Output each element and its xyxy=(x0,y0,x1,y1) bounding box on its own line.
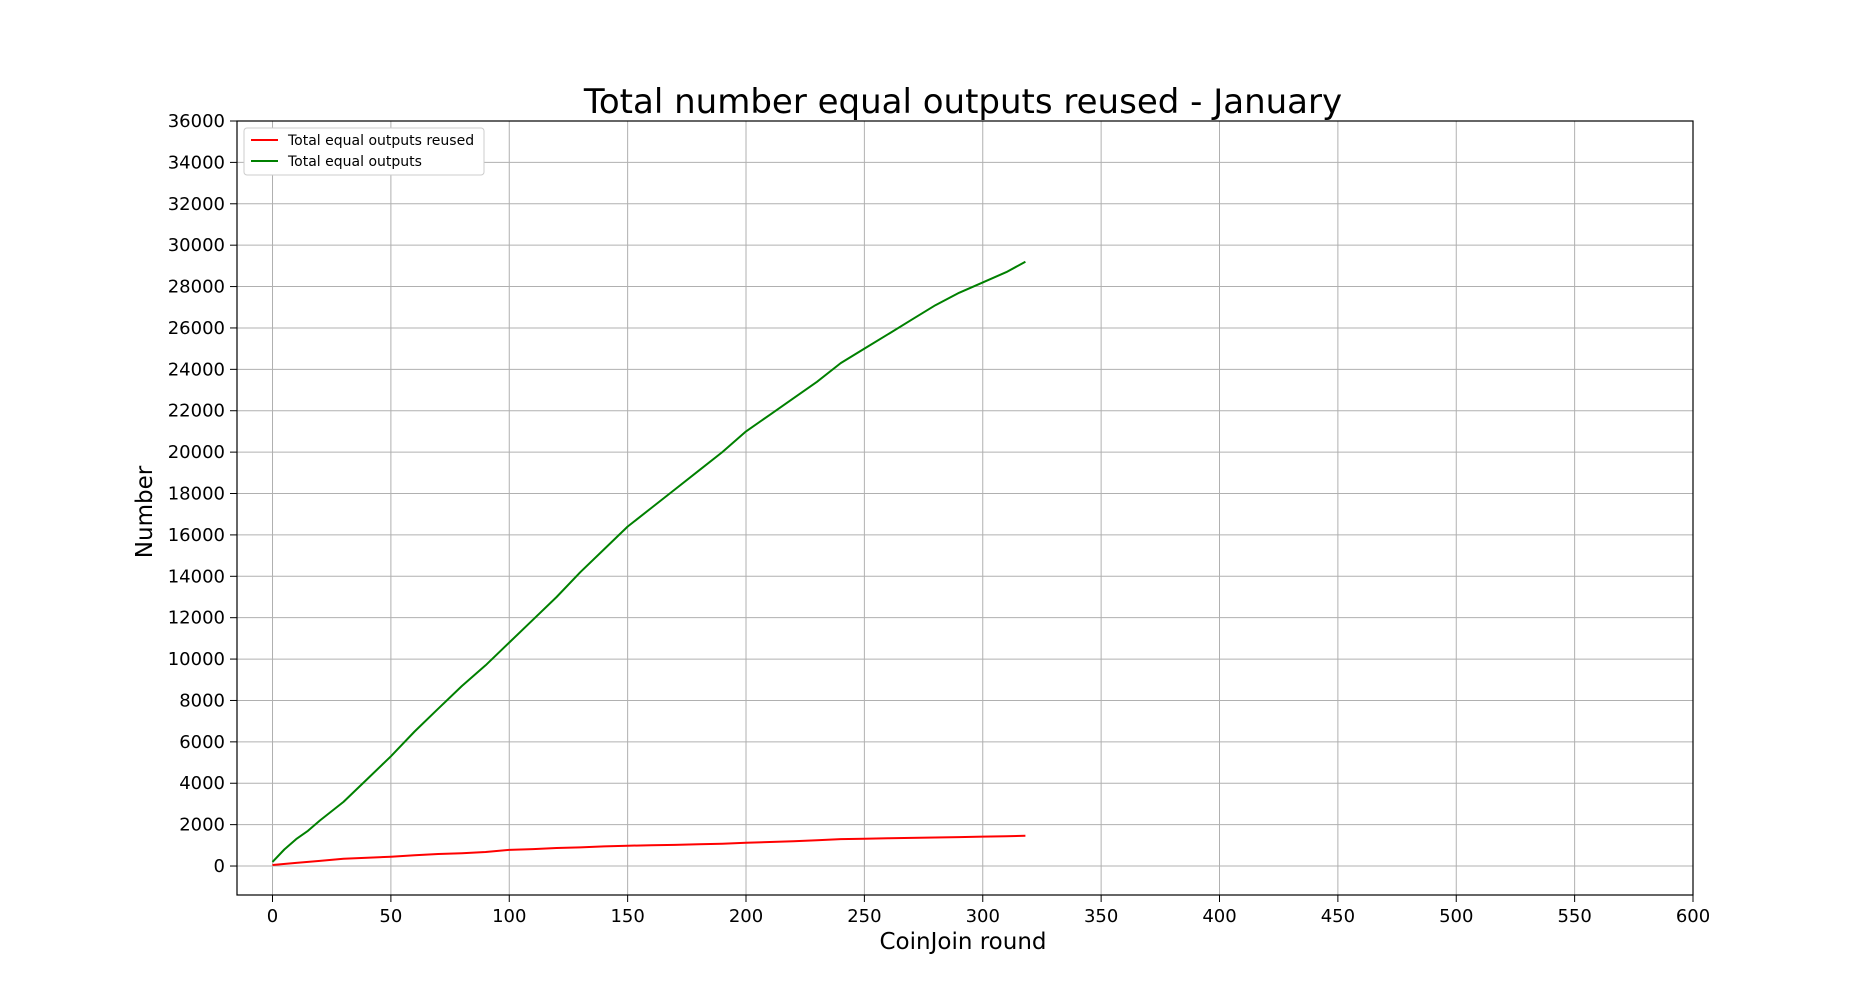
x-tick-label: 200 xyxy=(729,906,763,927)
series-line-0 xyxy=(272,834,1026,866)
x-tick-label: 500 xyxy=(1439,906,1473,927)
y-tick-label: 8000 xyxy=(179,690,225,711)
x-tick-label: 0 xyxy=(267,906,278,927)
y-tick-label: 22000 xyxy=(168,401,225,422)
x-tick-label: 100 xyxy=(492,906,526,927)
plot-frame xyxy=(236,120,1694,896)
x-tick-label: 150 xyxy=(610,906,644,927)
y-axis-ticks: 0 2000 4000 6000 8000 10000 12000 14000 16000 180… xyxy=(168,111,237,877)
x-tick-label: 300 xyxy=(966,906,1000,927)
y-tick-label: 6000 xyxy=(179,732,225,753)
x-axis-ticks: 0 50 100 150 200 250 300 350 400 450 500 550 600 xyxy=(267,895,1710,927)
y-tick-label: 26000 xyxy=(168,318,225,339)
x-tick-label: 450 xyxy=(1321,906,1355,927)
x-tick-label: 400 xyxy=(1202,906,1236,927)
legend-label-reused: Total equal outputs reused xyxy=(287,133,474,149)
x-tick-label: 350 xyxy=(1084,906,1118,927)
y-tick-label: 14000 xyxy=(168,566,225,587)
grid-lines xyxy=(237,120,1694,895)
y-axis-label: Number xyxy=(132,465,158,558)
y-tick-label: 20000 xyxy=(168,442,225,463)
y-tick-label: 0 xyxy=(214,856,225,877)
legend-label-total: Total equal outputs xyxy=(287,154,422,170)
x-tick-label: 250 xyxy=(847,906,881,927)
y-tick-label: 2000 xyxy=(179,815,225,836)
y-tick-label: 16000 xyxy=(168,525,225,546)
y-tick-label: 36000 xyxy=(168,111,225,132)
y-tick-label: 28000 xyxy=(168,277,225,298)
x-tick-label: 600 xyxy=(1676,906,1710,927)
y-tick-label: 34000 xyxy=(168,152,225,173)
y-tick-label: 12000 xyxy=(168,608,225,629)
x-tick-label: 550 xyxy=(1557,906,1591,927)
y-tick-label: 32000 xyxy=(168,194,225,215)
x-tick-label: 50 xyxy=(379,906,402,927)
chart-title: Total number equal outputs reused - Janu… xyxy=(583,82,1342,122)
y-tick-label: 4000 xyxy=(179,773,225,794)
y-tick-label: 24000 xyxy=(168,359,225,380)
y-tick-label: 18000 xyxy=(168,484,225,505)
series-lines xyxy=(271,260,1026,866)
legend: Total equal outputs reused Total equal o… xyxy=(243,127,485,176)
legend-box xyxy=(243,127,485,176)
x-axis-label: CoinJoin round xyxy=(879,929,1046,955)
series-line-1 xyxy=(271,260,1026,863)
y-tick-label: 30000 xyxy=(168,235,225,256)
y-tick-label: 10000 xyxy=(168,649,225,670)
